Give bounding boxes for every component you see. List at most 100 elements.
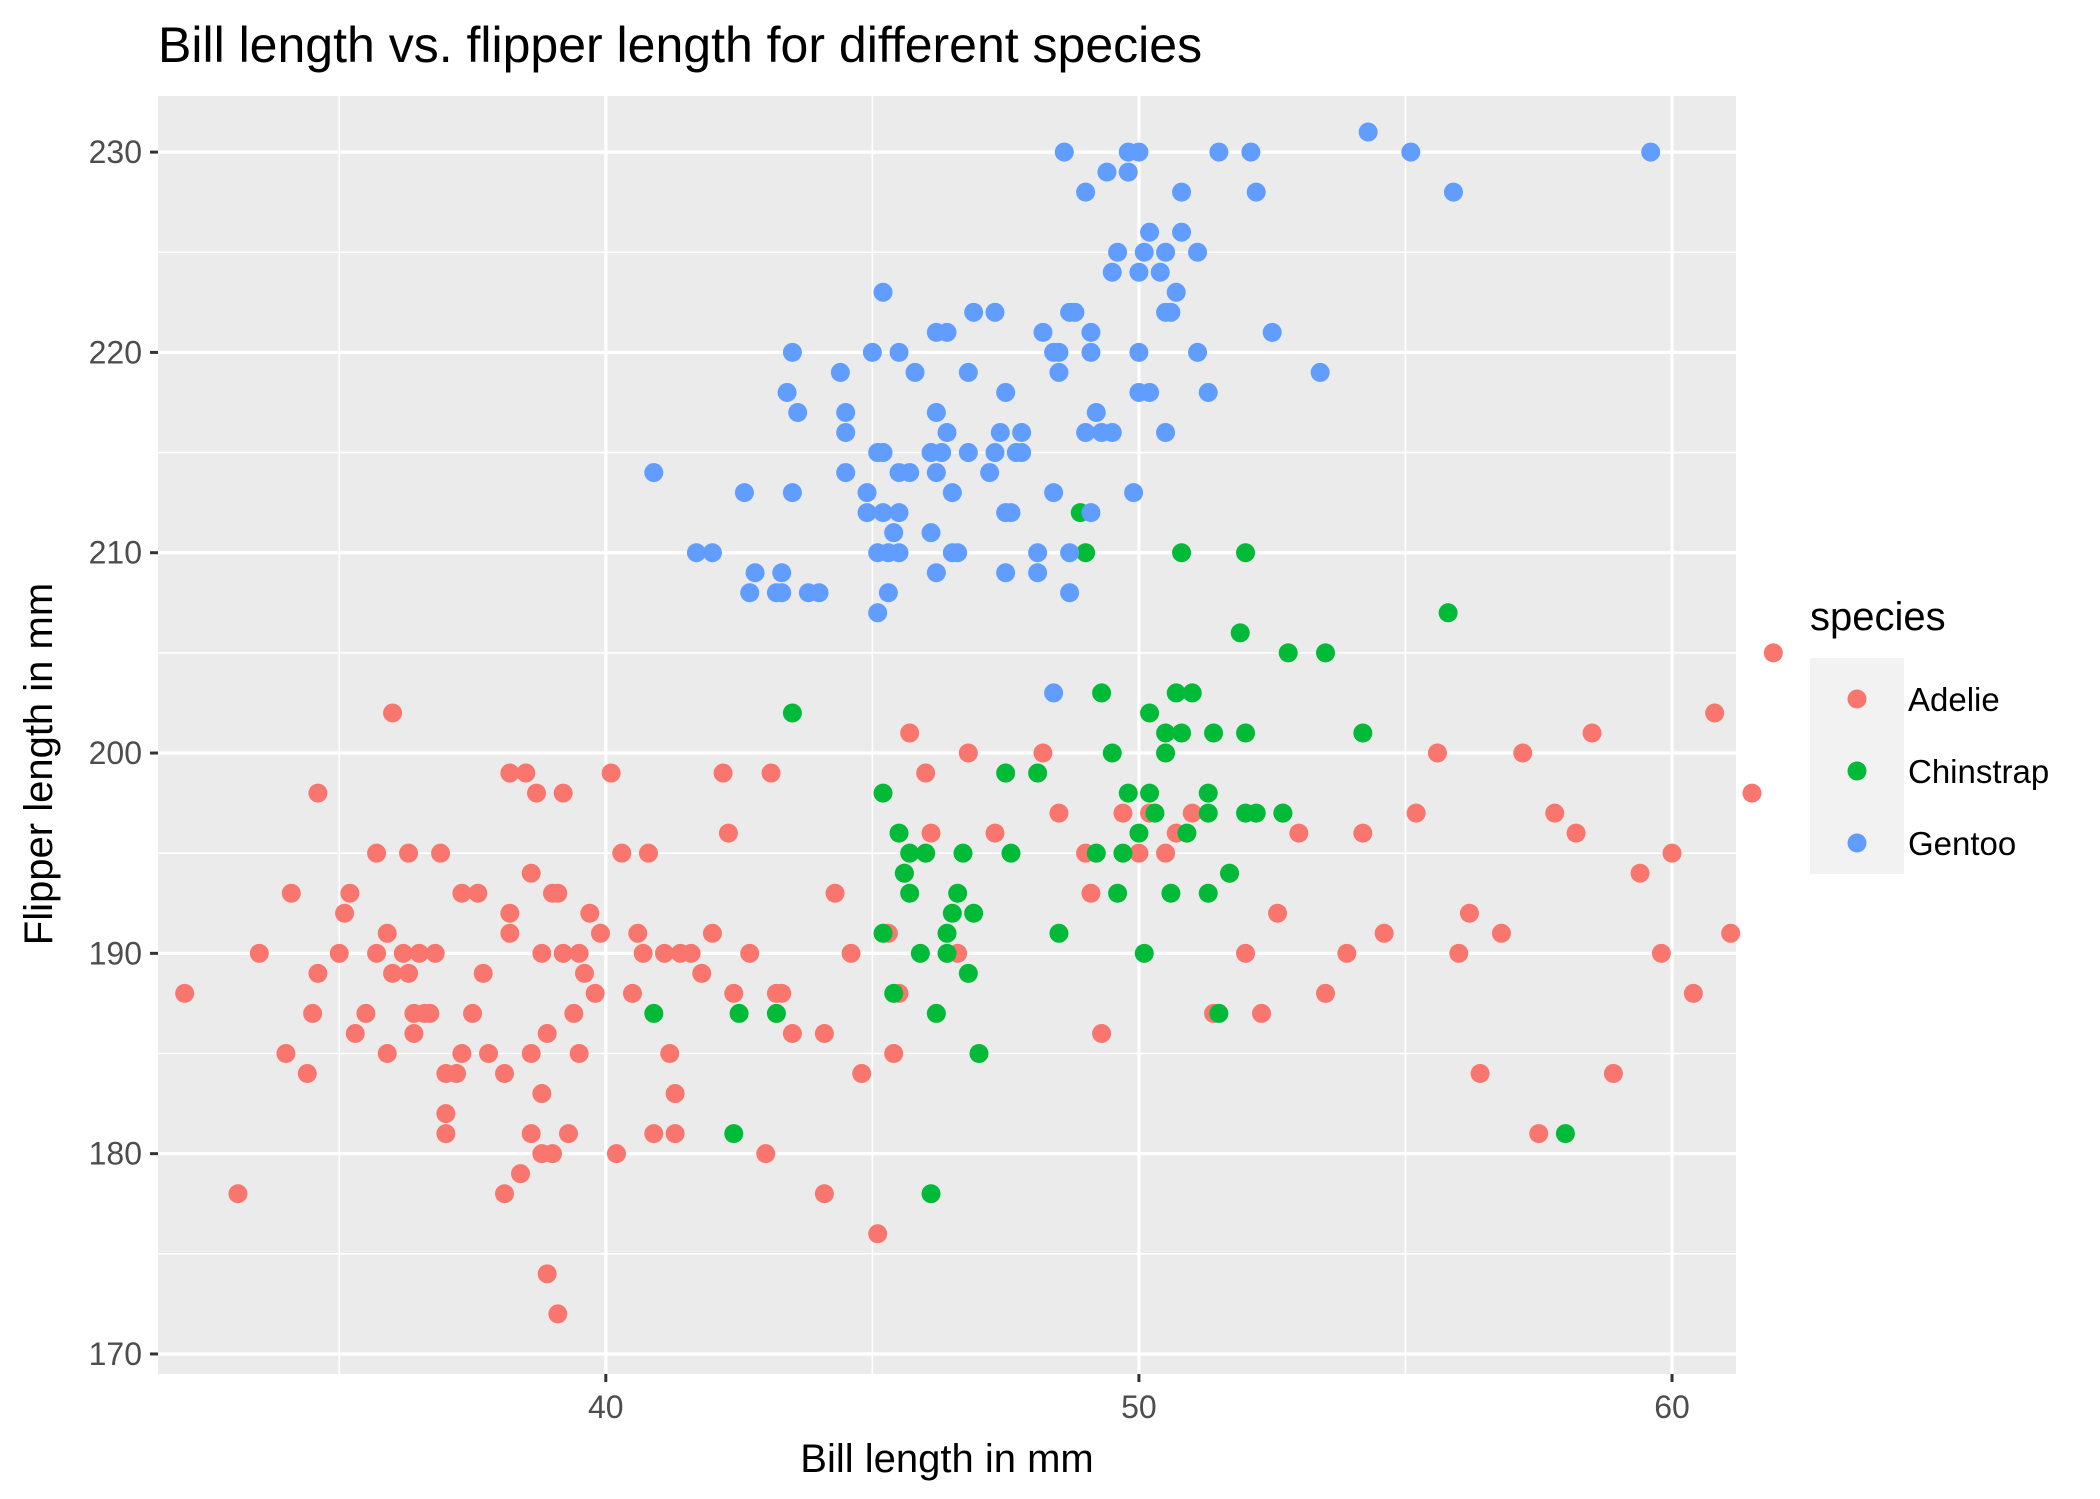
data-point	[367, 943, 387, 963]
y-tick-label: 210	[89, 535, 142, 571]
data-point	[1156, 743, 1176, 763]
data-point	[1134, 242, 1154, 262]
data-point	[729, 1003, 749, 1023]
data-point	[878, 583, 898, 603]
data-point	[884, 1043, 904, 1063]
data-point	[772, 583, 792, 603]
data-point	[175, 983, 195, 1003]
data-point	[857, 483, 877, 503]
data-point	[1555, 1124, 1575, 1144]
data-point	[431, 843, 451, 863]
data-point	[1188, 342, 1208, 362]
data-point	[1166, 683, 1186, 703]
data-point	[1086, 843, 1106, 863]
data-point	[558, 1124, 578, 1144]
data-point	[1246, 182, 1266, 202]
data-point	[1033, 322, 1053, 342]
data-point	[1129, 262, 1149, 282]
data-point	[916, 763, 936, 783]
data-point	[921, 523, 941, 543]
data-point	[1129, 823, 1149, 843]
data-point	[1529, 1124, 1549, 1144]
data-point	[996, 382, 1016, 402]
data-point	[633, 943, 653, 963]
data-point	[937, 943, 957, 963]
data-point	[980, 463, 1000, 483]
data-point	[521, 1124, 541, 1144]
data-point	[1683, 983, 1703, 1003]
data-point	[1118, 162, 1138, 182]
data-point	[606, 1144, 626, 1164]
data-point	[782, 342, 802, 362]
data-point	[473, 963, 493, 983]
data-point	[686, 543, 706, 563]
data-point	[1566, 823, 1586, 843]
data-point	[948, 883, 968, 903]
data-point	[1081, 503, 1101, 523]
data-point	[809, 583, 829, 603]
data-point	[1353, 723, 1373, 743]
data-point	[367, 843, 387, 863]
data-point	[884, 523, 904, 543]
data-point	[937, 923, 957, 943]
data-point	[1220, 863, 1240, 883]
data-point	[1491, 923, 1511, 943]
data-point	[1742, 783, 1762, 803]
data-point	[1470, 1064, 1490, 1084]
data-point	[772, 983, 792, 1003]
data-point	[622, 983, 642, 1003]
data-point	[1076, 423, 1096, 443]
data-point	[782, 1023, 802, 1043]
data-point	[1108, 883, 1128, 903]
data-point	[436, 1124, 456, 1144]
data-point	[756, 1144, 776, 1164]
data-point	[1310, 362, 1330, 382]
data-point	[734, 483, 754, 503]
data-point	[1459, 903, 1479, 923]
data-point	[281, 883, 301, 903]
data-point	[543, 1144, 562, 1164]
minor-gridlines	[158, 96, 1736, 1374]
data-point	[830, 362, 850, 382]
data-point	[889, 503, 909, 523]
data-point	[1545, 803, 1565, 823]
data-point	[553, 943, 573, 963]
data-point	[1102, 423, 1122, 443]
legend-key-gentoo	[1847, 833, 1867, 853]
data-point	[511, 1164, 531, 1184]
data-point	[335, 903, 355, 923]
data-point	[932, 443, 952, 463]
data-point	[1172, 182, 1192, 202]
data-point	[564, 1003, 584, 1023]
data-point	[1028, 563, 1048, 583]
data-point	[590, 923, 610, 943]
data-point	[1316, 643, 1336, 663]
data-point	[996, 563, 1016, 583]
data-point	[724, 1124, 744, 1144]
data-point	[868, 1224, 888, 1244]
data-point	[1438, 603, 1458, 623]
data-point	[1140, 382, 1160, 402]
data-point	[1246, 803, 1266, 823]
data-point	[1289, 823, 1309, 843]
data-point	[500, 903, 520, 923]
data-point	[1092, 683, 1112, 703]
data-point	[1358, 122, 1378, 142]
data-point	[958, 743, 978, 763]
data-point	[948, 543, 968, 563]
data-point	[1129, 843, 1149, 863]
chart-title: Bill length vs. flipper length for diffe…	[158, 17, 1202, 73]
data-point	[900, 723, 920, 743]
data-point	[1401, 142, 1421, 162]
data-point	[1044, 683, 1064, 703]
data-point	[548, 883, 568, 903]
data-point	[958, 362, 978, 382]
data-point	[1113, 843, 1133, 863]
data-point	[889, 342, 909, 362]
data-point	[1513, 743, 1533, 763]
series-gentoo	[644, 122, 1661, 703]
data-point	[900, 463, 920, 483]
data-point	[1198, 803, 1218, 823]
data-point	[1374, 923, 1394, 943]
